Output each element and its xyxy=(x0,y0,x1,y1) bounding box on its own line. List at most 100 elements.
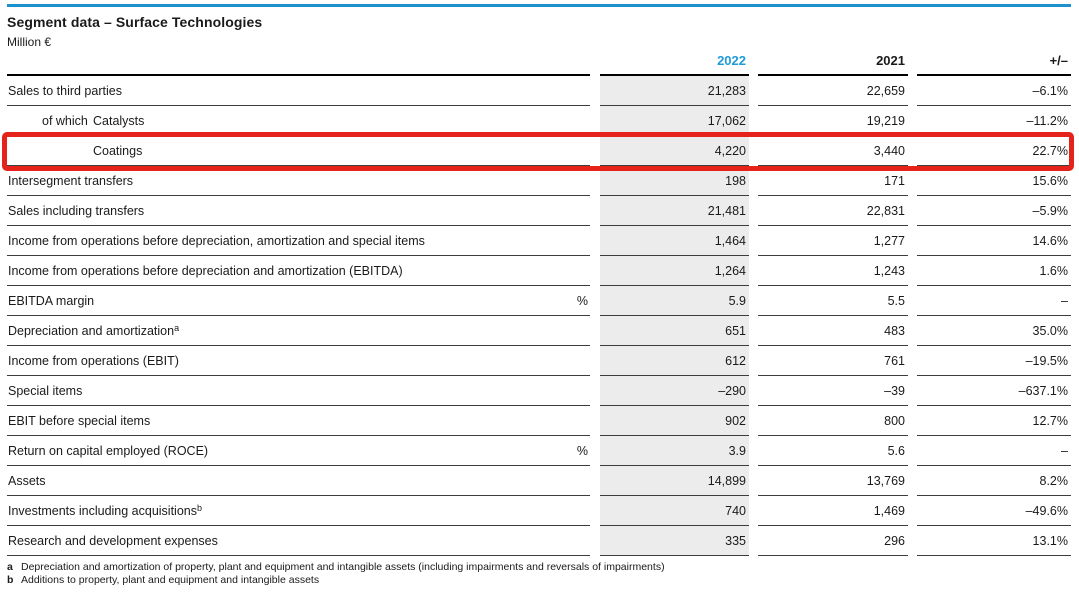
value-2021: 296 xyxy=(758,526,908,556)
row-label: Depreciation and amortization xyxy=(8,323,175,338)
table-row: Special items –290 –39 –637.1% xyxy=(7,376,1071,406)
value-2021: 761 xyxy=(758,346,908,376)
value-change: 1.6% xyxy=(917,256,1071,286)
table-row: EBITDA margin % 5.9 5.5 – xyxy=(7,286,1071,316)
footnotes: a Depreciation and amortization of proper… xyxy=(7,561,665,587)
value-2021: 13,769 xyxy=(758,466,908,496)
value-2022: 14,899 xyxy=(600,466,749,496)
footnote-a: a Depreciation and amortization of proper… xyxy=(7,561,665,574)
value-change: 13.1% xyxy=(917,526,1071,556)
table-row: Research and development expenses 335 29… xyxy=(7,526,1071,556)
row-label: Assets xyxy=(8,473,46,488)
value-change: –19.5% xyxy=(917,346,1071,376)
value-change: 35.0% xyxy=(917,316,1071,346)
footnote-ref: a xyxy=(174,322,180,333)
value-2021: 800 xyxy=(758,406,908,436)
table-body: Sales to third parties 21,283 22,659 –6.… xyxy=(2,76,1074,556)
row-label: Special items xyxy=(8,383,83,398)
value-2022: 740 xyxy=(600,496,749,526)
row-label: Coatings xyxy=(93,143,143,158)
value-change: –5.9% xyxy=(917,196,1071,226)
value-2021: 3,440 xyxy=(758,136,908,166)
row-label: Sales to third parties xyxy=(8,83,122,98)
value-2022: 1,264 xyxy=(600,256,749,286)
table-row: Income from operations before depreciati… xyxy=(7,226,1071,256)
column-header-2022: 2022 xyxy=(600,49,749,76)
row-label: EBITDA margin xyxy=(8,293,95,308)
footnote-a-marker: a xyxy=(7,561,13,573)
value-change: 14.6% xyxy=(917,226,1071,256)
value-2022: –290 xyxy=(600,376,749,406)
row-label-prefix: of which xyxy=(42,113,88,128)
table-row: Coatings 4,220 3,440 22.7% xyxy=(2,132,1074,171)
value-change: –11.2% xyxy=(917,106,1071,136)
table-row: Intersegment transfers 198 171 15.6% xyxy=(7,166,1071,196)
value-2022: 1,464 xyxy=(600,226,749,256)
value-change: –6.1% xyxy=(917,76,1071,106)
table-row: Return on capital employed (ROCE) % 3.9 … xyxy=(7,436,1071,466)
value-2022: 17,062 xyxy=(600,106,749,136)
header-empty-cell xyxy=(7,49,590,76)
row-label: Income from operations (EBIT) xyxy=(8,353,179,368)
row-label: Research and development expenses xyxy=(8,533,218,548)
row-label: Investments including acquisitions xyxy=(8,503,197,518)
value-2021: 1,277 xyxy=(758,226,908,256)
page-title: Segment data – Surface Technologies xyxy=(7,14,263,30)
column-header-2021: 2021 xyxy=(758,49,908,76)
table-row: Income from operations before depreciati… xyxy=(7,256,1071,286)
value-2021: 5.5 xyxy=(758,286,908,316)
value-change: –49.6% xyxy=(917,496,1071,526)
value-2022: 902 xyxy=(600,406,749,436)
value-change: 8.2% xyxy=(917,466,1071,496)
footnote-b-text: Additions to property, plant and equipme… xyxy=(21,574,320,586)
value-change: – xyxy=(917,286,1071,316)
value-2022: 21,283 xyxy=(600,76,749,106)
unit-label: Million € xyxy=(7,35,52,49)
table-row: Sales including transfers 21,481 22,831 … xyxy=(7,196,1071,226)
row-label: Intersegment transfers xyxy=(8,173,134,188)
value-2021: 22,831 xyxy=(758,196,908,226)
table-header-row: 2022 2021 +/– xyxy=(7,49,1071,76)
row-label: Sales including transfers xyxy=(8,203,145,218)
segment-data-table: 2022 2021 +/– Sales to third parties 21,… xyxy=(2,49,1074,556)
value-2022: 335 xyxy=(600,526,749,556)
value-2021: 1,469 xyxy=(758,496,908,526)
value-2021: 5.6 xyxy=(758,436,908,466)
value-2021: 22,659 xyxy=(758,76,908,106)
value-2022: 612 xyxy=(600,346,749,376)
table-row: of which Catalysts 17,062 19,219 –11.2% xyxy=(7,106,1071,136)
table-row: Depreciation and amortizationa 651 483 3… xyxy=(7,316,1071,346)
table-row: EBIT before special items 902 800 12.7% xyxy=(7,406,1071,436)
footnote-a-text: Depreciation and amortization of propert… xyxy=(21,561,665,573)
value-change: –637.1% xyxy=(917,376,1071,406)
table-row: Sales to third parties 21,283 22,659 –6.… xyxy=(7,76,1071,106)
top-accent-rule xyxy=(7,4,1071,7)
row-label: Income from operations before depreciati… xyxy=(8,263,403,278)
value-2021: –39 xyxy=(758,376,908,406)
table-row: Assets 14,899 13,769 8.2% xyxy=(7,466,1071,496)
value-2022: 5.9 xyxy=(600,286,749,316)
table-row: Investments including acquisitionsb 740 … xyxy=(7,496,1071,526)
value-change: 22.7% xyxy=(917,136,1071,166)
table-row: Income from operations (EBIT) 612 761 –1… xyxy=(7,346,1071,376)
row-label: Income from operations before depreciati… xyxy=(8,233,425,248)
value-2022: 4,220 xyxy=(600,136,749,166)
value-2022: 198 xyxy=(600,166,749,196)
footnote-b: b Additions to property, plant and equipm… xyxy=(7,574,665,587)
value-change: – xyxy=(917,436,1071,466)
value-2022: 651 xyxy=(600,316,749,346)
value-2021: 1,243 xyxy=(758,256,908,286)
value-2021: 171 xyxy=(758,166,908,196)
value-2021: 19,219 xyxy=(758,106,908,136)
row-unit: % xyxy=(576,293,588,308)
footnote-b-marker: b xyxy=(7,574,14,586)
value-change: 12.7% xyxy=(917,406,1071,436)
value-2022: 3.9 xyxy=(600,436,749,466)
row-label: Catalysts xyxy=(93,113,145,128)
column-header-change: +/– xyxy=(917,49,1071,76)
row-label: Return on capital employed (ROCE) xyxy=(8,443,209,458)
value-2021: 483 xyxy=(758,316,908,346)
value-change: 15.6% xyxy=(917,166,1071,196)
footnote-ref: b xyxy=(197,502,203,513)
